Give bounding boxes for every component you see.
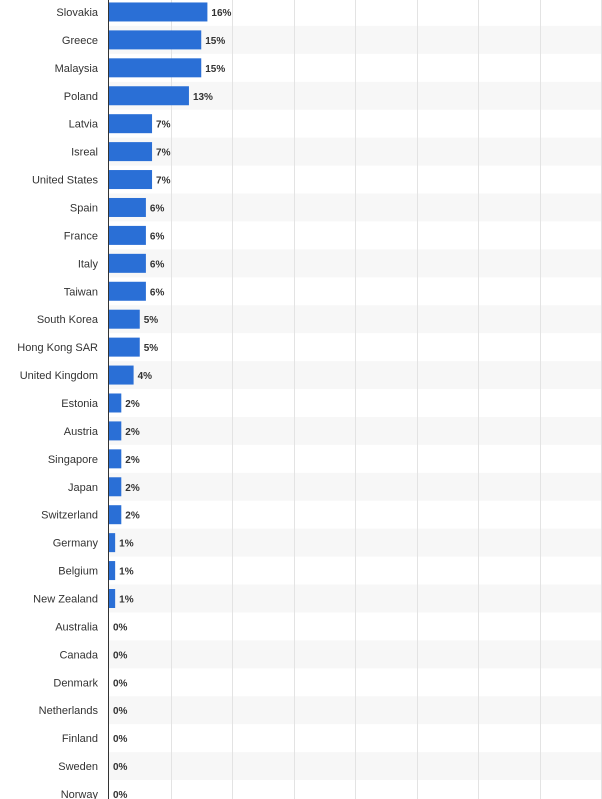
category-label: Hong Kong SAR xyxy=(17,342,98,354)
category-label: Isreal xyxy=(71,147,98,159)
value-label: 6% xyxy=(150,231,165,242)
category-label: Japan xyxy=(68,482,98,494)
value-label: 0% xyxy=(113,790,128,799)
category-label: New Zealand xyxy=(33,593,98,605)
bar xyxy=(109,281,146,301)
value-label: 6% xyxy=(150,203,165,214)
category-label: Latvia xyxy=(69,119,99,131)
category-label: Estonia xyxy=(61,398,99,410)
value-label: 2% xyxy=(125,427,140,438)
category-label: Taiwan xyxy=(64,286,98,298)
value-label: 0% xyxy=(113,678,128,689)
bar xyxy=(109,337,140,357)
bar xyxy=(109,170,153,190)
category-label: Belgium xyxy=(58,566,98,578)
value-label: 4% xyxy=(138,371,153,382)
value-label: 1% xyxy=(119,594,134,605)
value-label: 0% xyxy=(113,734,128,745)
bar xyxy=(109,86,189,106)
value-label: 15% xyxy=(205,64,225,75)
category-label: South Korea xyxy=(37,314,99,326)
category-label: Slovakia xyxy=(56,7,98,19)
value-label: 0% xyxy=(113,622,128,633)
category-label: Finland xyxy=(62,733,98,745)
value-label: 1% xyxy=(119,539,134,550)
value-label: 7% xyxy=(156,176,171,187)
bar xyxy=(109,58,202,78)
bar xyxy=(109,365,134,385)
bar xyxy=(109,142,153,162)
value-label: 5% xyxy=(144,343,159,354)
value-label: 0% xyxy=(113,650,128,661)
value-label: 15% xyxy=(205,36,225,47)
value-label: 16% xyxy=(211,8,231,19)
bar xyxy=(109,253,146,273)
bar xyxy=(109,309,140,329)
bar xyxy=(109,533,116,553)
category-label: United States xyxy=(32,175,99,187)
category-label: France xyxy=(64,230,98,242)
bar xyxy=(109,114,153,134)
category-label: Netherlands xyxy=(39,705,99,717)
value-label: 5% xyxy=(144,315,159,326)
category-label: Greece xyxy=(62,35,98,47)
category-label: Italy xyxy=(78,258,99,270)
value-label: 0% xyxy=(113,762,128,773)
bar xyxy=(109,393,122,413)
category-label: Poland xyxy=(64,91,98,103)
category-label: Canada xyxy=(59,649,98,661)
bar xyxy=(109,421,122,441)
category-label: Singapore xyxy=(48,454,98,466)
category-label: United Kingdom xyxy=(20,370,98,382)
bar xyxy=(109,505,122,525)
category-label: Denmark xyxy=(53,677,98,689)
bar xyxy=(109,477,122,497)
category-label: Switzerland xyxy=(41,510,98,522)
value-label: 2% xyxy=(125,511,140,522)
bar xyxy=(109,197,146,217)
value-label: 7% xyxy=(156,120,171,131)
category-label: Germany xyxy=(53,538,99,550)
bar xyxy=(109,2,208,22)
category-label: Australia xyxy=(55,621,99,633)
category-label: Spain xyxy=(70,202,98,214)
value-label: 6% xyxy=(150,259,165,270)
value-label: 2% xyxy=(125,455,140,466)
bar xyxy=(109,225,146,245)
value-label: 6% xyxy=(150,287,165,298)
bar xyxy=(109,449,122,469)
value-label: 1% xyxy=(119,567,134,578)
category-label: Austria xyxy=(64,426,99,438)
value-label: 13% xyxy=(193,92,213,103)
category-label: Malaysia xyxy=(55,63,99,75)
value-label: 2% xyxy=(125,483,140,494)
value-label: 2% xyxy=(125,399,140,410)
value-label: 7% xyxy=(156,148,171,159)
category-label: Norway xyxy=(61,789,99,799)
category-label: Sweden xyxy=(58,761,98,773)
bar xyxy=(109,561,116,581)
bar xyxy=(109,30,202,50)
value-label: 0% xyxy=(113,706,128,717)
bar xyxy=(109,588,116,608)
